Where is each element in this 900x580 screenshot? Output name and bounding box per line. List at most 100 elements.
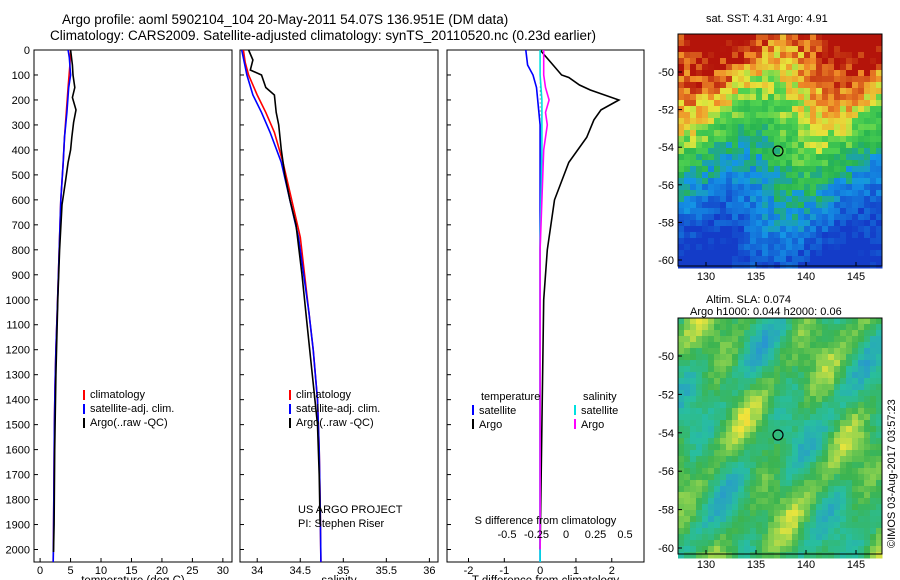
map-cell bbox=[846, 402, 853, 409]
map-cell bbox=[696, 142, 703, 149]
map-cell bbox=[846, 100, 853, 107]
map-cell bbox=[720, 148, 727, 155]
map-cell bbox=[750, 462, 757, 469]
map-cell bbox=[840, 88, 847, 95]
map-cell bbox=[732, 232, 739, 239]
map-cell bbox=[744, 106, 751, 113]
map-cell bbox=[852, 208, 859, 215]
map-cell bbox=[678, 420, 685, 427]
map-cell bbox=[744, 154, 751, 161]
map-cell bbox=[792, 220, 799, 227]
map-cell bbox=[852, 522, 859, 529]
map-cell bbox=[714, 256, 721, 263]
map-cell bbox=[714, 354, 721, 361]
map-cell bbox=[768, 142, 775, 149]
map-cell bbox=[702, 238, 709, 245]
map-cell bbox=[816, 330, 823, 337]
map-cell bbox=[678, 154, 685, 161]
map-cell bbox=[678, 64, 685, 71]
x-tick-label: 0 bbox=[537, 565, 543, 577]
map-cell bbox=[816, 498, 823, 505]
map-cell bbox=[750, 190, 757, 197]
map-cell bbox=[720, 426, 727, 433]
map-cell bbox=[846, 510, 853, 517]
map-cell bbox=[744, 348, 751, 355]
map-cell bbox=[822, 190, 829, 197]
map-cell bbox=[762, 456, 769, 463]
map-cell bbox=[876, 124, 883, 131]
map-cell bbox=[846, 516, 853, 523]
map-cell bbox=[846, 426, 853, 433]
map-cell bbox=[828, 456, 835, 463]
map-cell bbox=[732, 190, 739, 197]
map-cell bbox=[726, 118, 733, 125]
map-cell bbox=[810, 142, 817, 149]
map-cell bbox=[786, 160, 793, 167]
map-cell bbox=[834, 220, 841, 227]
map-cell bbox=[708, 450, 715, 457]
map-cell bbox=[684, 40, 691, 47]
map-cell bbox=[720, 160, 727, 167]
map-cell bbox=[738, 100, 745, 107]
map-cell bbox=[768, 166, 775, 173]
map-cell bbox=[810, 396, 817, 403]
map-cell bbox=[858, 546, 865, 553]
map-cell bbox=[738, 450, 745, 457]
legend-entry: Argo(..raw -QC) bbox=[296, 417, 374, 429]
map-cell bbox=[678, 46, 685, 53]
map-cell bbox=[702, 172, 709, 179]
map-cell bbox=[876, 414, 883, 421]
map-cell bbox=[708, 148, 715, 155]
map-cell bbox=[810, 390, 817, 397]
map-cell bbox=[798, 414, 805, 421]
map-cell bbox=[720, 528, 727, 535]
map-cell bbox=[828, 262, 835, 269]
map-cell bbox=[864, 142, 871, 149]
map-cell bbox=[702, 148, 709, 155]
map-cell bbox=[768, 118, 775, 125]
map-cell bbox=[870, 378, 877, 385]
map-cell bbox=[828, 58, 835, 65]
map-cell bbox=[690, 534, 697, 541]
map-cell bbox=[780, 342, 787, 349]
map-cell bbox=[810, 130, 817, 137]
map-cell bbox=[714, 426, 721, 433]
map-cell bbox=[726, 540, 733, 547]
map-cell bbox=[870, 372, 877, 379]
map-cell bbox=[690, 426, 697, 433]
map-cell bbox=[846, 348, 853, 355]
map-cell bbox=[768, 408, 775, 415]
map-cell bbox=[768, 498, 775, 505]
map-cell bbox=[696, 178, 703, 185]
map-cell bbox=[732, 330, 739, 337]
map-cell bbox=[870, 480, 877, 487]
map-cell bbox=[864, 220, 871, 227]
map-cell bbox=[726, 76, 733, 83]
map-cell bbox=[774, 70, 781, 77]
depth-tick-label: 1000 bbox=[6, 295, 30, 307]
map-cell bbox=[684, 360, 691, 367]
map-cell bbox=[822, 172, 829, 179]
map-cell bbox=[816, 160, 823, 167]
map-cell bbox=[876, 336, 883, 343]
map-frame bbox=[677, 317, 883, 555]
map-cell bbox=[768, 384, 775, 391]
float-position-marker bbox=[772, 429, 784, 441]
map-cell bbox=[720, 118, 727, 125]
map-cell bbox=[690, 106, 697, 113]
map-cell bbox=[858, 94, 865, 101]
map-cell bbox=[804, 208, 811, 215]
map-cell bbox=[840, 208, 847, 215]
map-cell bbox=[792, 160, 799, 167]
map-cell bbox=[864, 474, 871, 481]
map-cell bbox=[774, 342, 781, 349]
map-cell bbox=[750, 244, 757, 251]
map-cell bbox=[834, 552, 841, 559]
map-cell bbox=[864, 498, 871, 505]
map-cell bbox=[786, 426, 793, 433]
map-cell bbox=[870, 154, 877, 161]
map-cell bbox=[684, 52, 691, 59]
map-cell bbox=[678, 94, 685, 101]
map-cell bbox=[726, 450, 733, 457]
map-cell bbox=[714, 148, 721, 155]
